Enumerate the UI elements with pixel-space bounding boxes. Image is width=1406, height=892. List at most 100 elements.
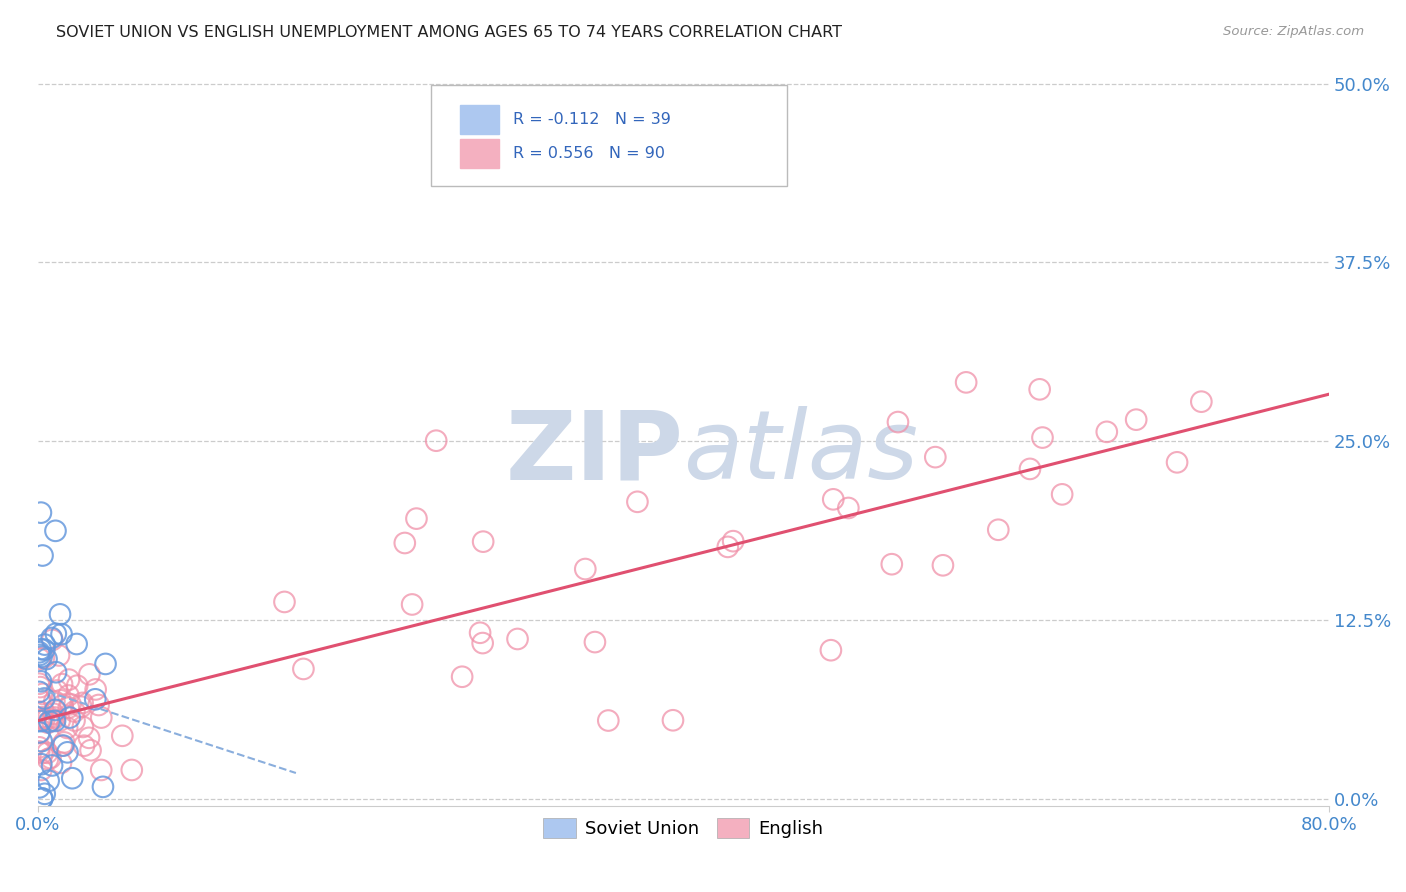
Point	[79, 667, 101, 681]
Point	[574, 562, 596, 576]
Point	[91, 780, 114, 794]
Point	[44, 714, 66, 728]
Point	[84, 682, 107, 697]
Point	[30, 763, 52, 777]
Point	[28, 645, 51, 659]
Point	[292, 662, 315, 676]
Point	[41, 714, 63, 728]
Point	[44, 710, 66, 724]
Point	[425, 434, 447, 448]
Point	[52, 739, 75, 753]
Point	[405, 511, 427, 525]
Point	[31, 687, 53, 701]
Point	[31, 791, 53, 805]
Point	[1031, 431, 1053, 445]
Point	[51, 677, 73, 691]
Point	[66, 637, 89, 651]
Point	[31, 649, 53, 664]
Point	[49, 607, 72, 622]
Point	[28, 744, 51, 758]
Point	[1189, 394, 1212, 409]
Point	[63, 705, 86, 719]
Point	[70, 699, 93, 714]
Point	[53, 735, 76, 749]
Point	[721, 534, 744, 549]
Point	[121, 763, 143, 777]
Point	[79, 743, 101, 757]
Point	[31, 549, 53, 563]
Point	[48, 648, 70, 663]
Point	[111, 729, 134, 743]
Point	[1028, 382, 1050, 396]
Point	[28, 705, 51, 719]
Point	[955, 376, 977, 390]
Point	[932, 558, 955, 573]
Point	[34, 642, 56, 657]
Point	[451, 670, 474, 684]
Point	[90, 763, 112, 777]
Point	[37, 715, 59, 730]
Point	[58, 700, 80, 714]
Point	[1095, 425, 1118, 439]
Point	[30, 674, 52, 689]
Point	[30, 680, 52, 694]
Point	[37, 712, 59, 726]
Point	[30, 642, 52, 657]
Point	[58, 689, 80, 703]
Text: R = 0.556   N = 90: R = 0.556 N = 90	[513, 146, 665, 161]
Point	[44, 694, 66, 708]
Point	[58, 673, 80, 687]
Point	[28, 740, 51, 755]
Point	[30, 506, 52, 520]
Point	[887, 415, 910, 429]
Point	[63, 714, 86, 728]
Point	[1019, 462, 1042, 476]
Point	[34, 691, 56, 706]
Point	[1125, 412, 1147, 426]
Point	[28, 652, 51, 666]
Point	[60, 771, 83, 785]
Point	[72, 696, 94, 710]
Point	[31, 791, 53, 805]
Point	[52, 698, 75, 713]
Point	[90, 710, 112, 724]
Point	[394, 536, 416, 550]
Point	[626, 495, 648, 509]
Point	[45, 665, 67, 680]
Point	[51, 739, 73, 753]
Point	[28, 677, 51, 691]
Point	[49, 693, 72, 707]
Point	[31, 710, 53, 724]
Point	[34, 638, 56, 652]
Point	[45, 626, 67, 640]
Point	[30, 757, 52, 772]
Point	[49, 756, 72, 770]
Point	[662, 713, 685, 727]
Legend: Soviet Union, English: Soviet Union, English	[536, 811, 831, 846]
Text: atlas: atlas	[683, 407, 918, 500]
Point	[31, 712, 53, 726]
Text: SOVIET UNION VS ENGLISH UNEMPLOYMENT AMONG AGES 65 TO 74 YEARS CORRELATION CHART: SOVIET UNION VS ENGLISH UNEMPLOYMENT AMO…	[56, 25, 842, 40]
Point	[28, 692, 51, 706]
Point	[28, 780, 51, 795]
Point	[37, 746, 59, 760]
Point	[717, 540, 740, 554]
Point	[32, 713, 55, 727]
Point	[41, 631, 63, 645]
Point	[31, 734, 53, 748]
Point	[472, 534, 495, 549]
Point	[56, 721, 79, 735]
Point	[924, 450, 946, 464]
Text: R = -0.112   N = 39: R = -0.112 N = 39	[513, 112, 671, 128]
Point	[837, 500, 859, 515]
Text: ZIP: ZIP	[505, 407, 683, 500]
FancyBboxPatch shape	[460, 139, 499, 168]
Point	[583, 635, 606, 649]
Point	[823, 492, 845, 507]
Point	[66, 679, 89, 693]
Point	[987, 523, 1010, 537]
Point	[41, 758, 63, 772]
Point	[1166, 455, 1188, 469]
Point	[37, 752, 59, 766]
Point	[30, 714, 52, 728]
